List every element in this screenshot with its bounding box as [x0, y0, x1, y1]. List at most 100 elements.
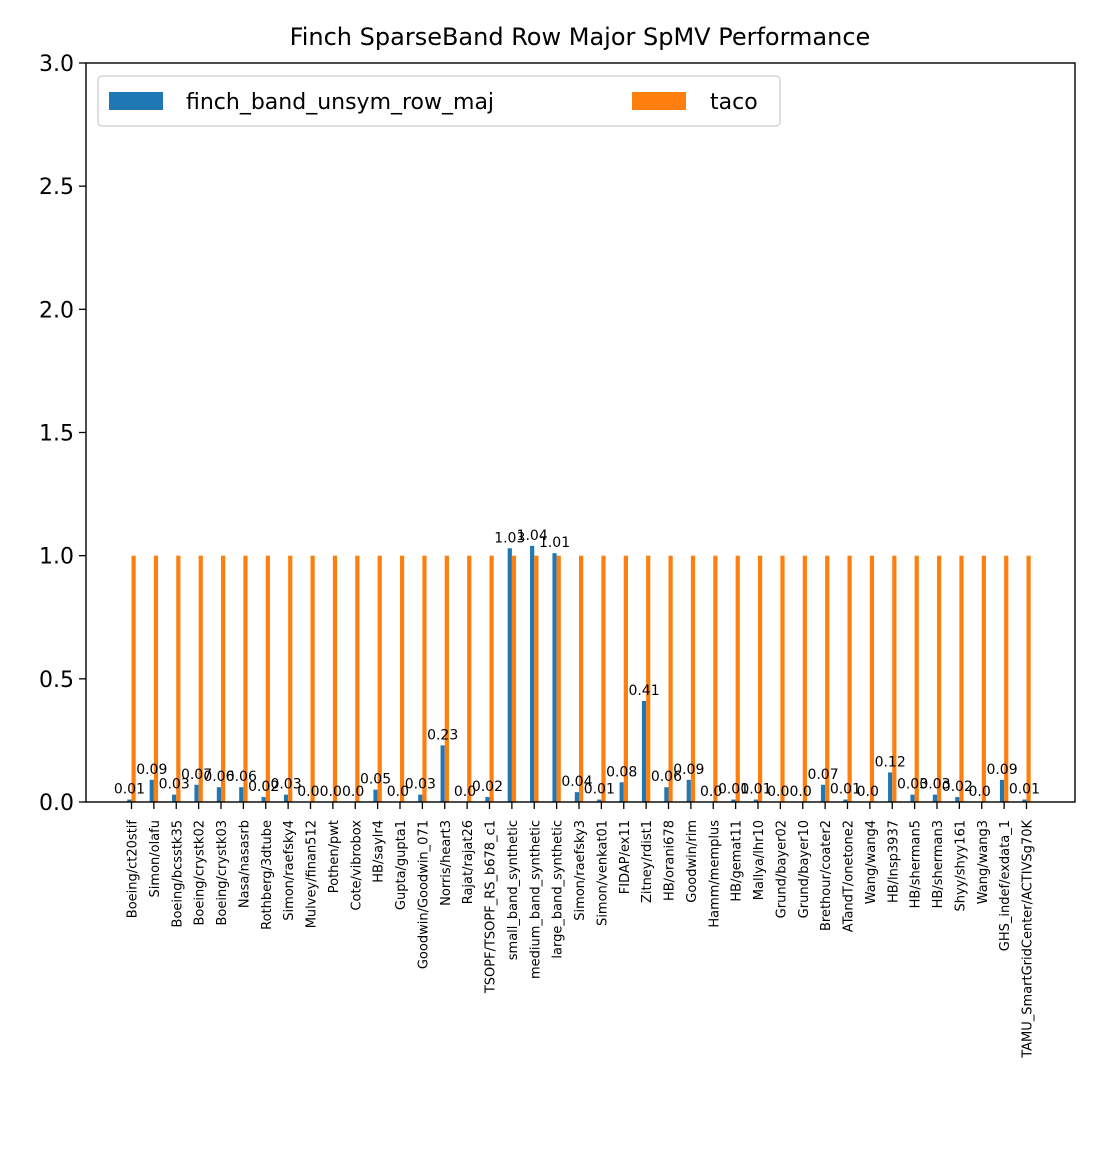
x-tick-label: Mallya/lhr10: [752, 820, 767, 900]
bar-finch: [753, 799, 758, 802]
bar-finch: [686, 779, 691, 802]
data-label: 0.09: [986, 762, 1017, 778]
x-tick-label: Goodwin/Goodwin_071: [416, 820, 431, 969]
data-label: 0.04: [561, 774, 592, 790]
bar-finch: [597, 799, 602, 802]
bar-taco: [601, 555, 606, 802]
y-tick-label: 3.0: [39, 52, 74, 77]
x-tick-label: HB/saylr4: [372, 820, 387, 883]
x-tick-label: small_band_synthetic: [506, 820, 521, 960]
y-axis: 0.0 0.5 1.0 1.5 2.0 2.5 3.0: [39, 52, 86, 816]
data-label: 0.02: [942, 779, 973, 795]
bar-taco: [288, 555, 293, 802]
bar-finch: [999, 779, 1005, 802]
bar-taco: [511, 555, 517, 802]
bar-taco: [758, 555, 763, 802]
bar-finch: [820, 784, 826, 802]
bar-taco: [153, 555, 159, 802]
data-label: 0.0: [969, 784, 991, 800]
legend-swatch-finch: [109, 92, 163, 110]
data-label: 0.03: [897, 777, 928, 793]
bar-taco: [623, 555, 628, 802]
x-tick-label: Goodwin/rim: [685, 820, 700, 903]
bar-taco: [892, 555, 897, 802]
data-label: 0.09: [136, 762, 167, 778]
bars-layer: [127, 545, 1031, 802]
data-label: 0.02: [248, 779, 279, 795]
bar-finch: [641, 701, 647, 802]
x-tick-label: Wang/wang3: [976, 820, 991, 904]
bar-taco: [1004, 555, 1009, 802]
x-tick-label: Mulvey/finan512: [305, 820, 320, 928]
bar-taco: [467, 555, 472, 802]
bar-finch: [843, 799, 848, 802]
x-tick-label: TAMU_SmartGridCenter/ACTIVSg70K: [1021, 820, 1036, 1059]
chart-title: Finch SparseBand Row Major SpMV Performa…: [290, 23, 871, 51]
bar-finch: [373, 789, 378, 802]
bar-taco: [131, 555, 136, 802]
bar-taco: [221, 555, 226, 802]
x-tick-label: Boeing/crystk03: [215, 820, 230, 925]
data-label: 0.06: [651, 769, 682, 785]
x-tick-label: Boeing/crystk02: [193, 820, 208, 925]
data-label: 0.0: [342, 784, 364, 800]
data-label: 0.23: [427, 727, 458, 743]
bar-taco: [243, 555, 248, 802]
data-label: 0.01: [114, 782, 145, 798]
bar-finch: [888, 772, 893, 802]
x-tick-label: Grund/bayer10: [797, 820, 812, 918]
bar-finch: [418, 794, 423, 802]
x-tick-label: HB/orani678: [663, 820, 678, 901]
legend-box: [97, 75, 781, 127]
x-tick-label: Nasa/nasasrb: [237, 820, 252, 908]
x-tick-label: Gupta/gupta1: [394, 820, 409, 910]
x-tick-label: Brethour/coater2: [819, 820, 834, 931]
bar-taco: [713, 555, 718, 802]
bar-taco: [981, 555, 986, 802]
bar-taco: [959, 555, 964, 802]
data-label: 0.01: [718, 782, 749, 798]
bar-taco: [847, 555, 852, 802]
x-tick-label: Wang/wang4: [864, 820, 879, 904]
bar-finch: [194, 784, 199, 802]
x-tick-label: Simon/raefsky3: [573, 820, 588, 921]
data-label: 0.07: [181, 767, 212, 783]
bar-taco: [332, 555, 338, 802]
data-label: 0.0: [297, 784, 319, 800]
bar-taco: [534, 555, 539, 802]
x-tick-label: Hamm/memplus: [707, 820, 722, 928]
y-tick-label: 2.5: [39, 175, 74, 200]
plot-frame: [85, 62, 1076, 803]
bar-taco: [802, 555, 807, 802]
x-tick-label: Norris/heart3: [439, 820, 454, 906]
bar-finch: [955, 797, 960, 802]
bar-finch: [574, 792, 579, 802]
bar-finch: [283, 794, 289, 802]
data-label: 0.01: [1009, 782, 1040, 798]
data-label: 0.0: [700, 784, 722, 800]
x-tick-label: TSOPF/TSOPF_RS_b678_c1: [484, 820, 499, 994]
x-tick-label: Boeing/bcsstk35: [170, 820, 185, 927]
bar-taco: [668, 555, 673, 802]
data-label: 1.03: [494, 530, 525, 546]
bar-finch: [261, 797, 266, 802]
data-label: 0.03: [919, 777, 950, 793]
bar-finch: [1022, 799, 1027, 802]
data-label: 0.07: [807, 767, 838, 783]
data-label: 1.04: [517, 528, 548, 544]
bar-taco: [579, 555, 584, 802]
x-tick-label: Simon/venkat01: [595, 820, 610, 926]
x-tick-label: Rajat/rajat26: [461, 820, 476, 904]
x-tick-label: large_band_synthetic: [551, 820, 566, 959]
x-tick-label: HB/gemat11: [730, 820, 745, 902]
bar-finch: [664, 787, 669, 802]
bar-taco: [914, 555, 919, 802]
bar-finch: [731, 799, 736, 802]
bar-finch: [485, 797, 490, 802]
bar-taco: [937, 555, 942, 802]
data-label: 0.01: [584, 782, 615, 798]
bar-finch: [149, 779, 154, 802]
bar-taco: [556, 555, 561, 802]
bar-finch: [619, 782, 624, 802]
